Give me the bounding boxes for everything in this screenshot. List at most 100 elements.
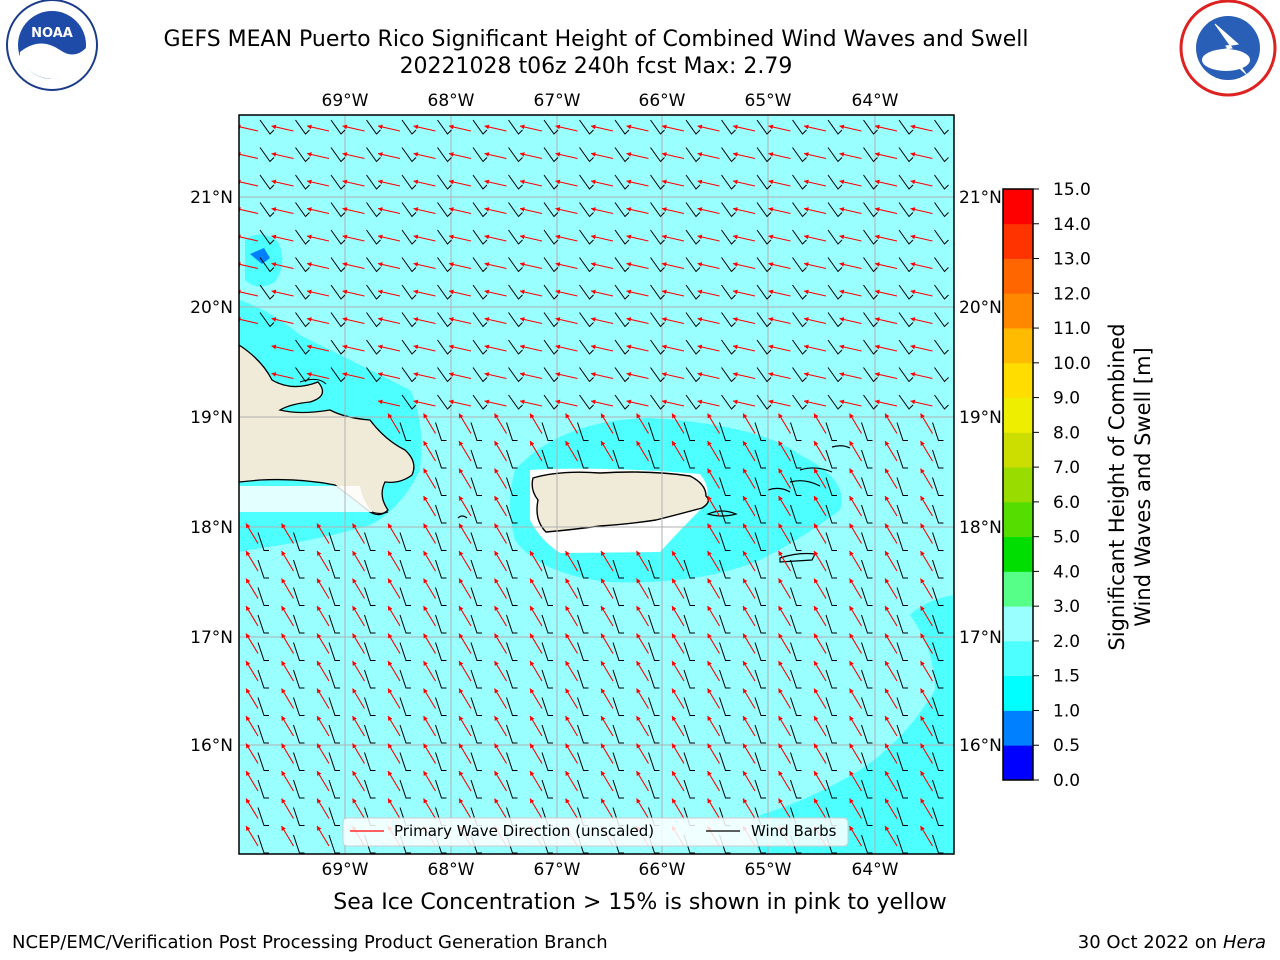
vector-glyph bbox=[494, 770, 518, 799]
vector-glyph bbox=[484, 339, 523, 355]
vector-glyph bbox=[271, 174, 310, 190]
vector-glyph bbox=[590, 147, 630, 163]
vector-glyph bbox=[910, 284, 949, 300]
colorbar-segment bbox=[1003, 189, 1033, 225]
grid-lines bbox=[239, 115, 954, 854]
vector-glyph bbox=[626, 339, 665, 355]
vector-glyph bbox=[458, 605, 482, 634]
vector-glyph bbox=[448, 367, 488, 383]
vector-glyph bbox=[281, 633, 305, 661]
vector-glyph bbox=[920, 770, 944, 799]
vector-glyph bbox=[661, 394, 701, 410]
vector-glyph bbox=[768, 119, 807, 135]
vector-glyph bbox=[732, 257, 772, 273]
vector-glyph bbox=[707, 495, 731, 524]
vector-glyph bbox=[494, 523, 518, 551]
wave-zone-southeast bbox=[755, 595, 954, 854]
vector-glyph bbox=[813, 440, 837, 469]
vector-glyph bbox=[245, 688, 269, 716]
colorbar-tick-label: 7.0 bbox=[1053, 458, 1080, 478]
vector-glyph bbox=[742, 743, 766, 771]
vector-glyph bbox=[732, 367, 772, 383]
lat-label: 18°N bbox=[959, 518, 1002, 538]
vector-glyph bbox=[697, 284, 736, 300]
vector-glyph bbox=[316, 633, 340, 661]
vector-glyph bbox=[494, 605, 518, 634]
vector-glyph bbox=[342, 147, 381, 163]
vector-glyph bbox=[707, 468, 731, 496]
vector-glyph bbox=[377, 174, 417, 190]
chart-title: GEFS MEAN Puerto Rico Significant Height… bbox=[163, 27, 1029, 52]
vector-glyph bbox=[529, 633, 553, 661]
vector-glyph bbox=[768, 312, 807, 328]
vector-glyph bbox=[306, 339, 346, 355]
vector-glyph bbox=[458, 688, 482, 716]
vector-glyph bbox=[732, 174, 772, 190]
vector-glyph bbox=[342, 312, 381, 328]
colorbar-tick-label: 8.0 bbox=[1053, 423, 1080, 443]
vector-glyph bbox=[849, 798, 873, 826]
vector-glyph bbox=[413, 367, 452, 383]
vector-glyph bbox=[565, 715, 589, 744]
vector-glyph bbox=[813, 495, 837, 524]
vector-glyph bbox=[768, 339, 807, 355]
vector-glyph bbox=[316, 578, 340, 606]
vector-glyph bbox=[306, 367, 346, 383]
vector-glyph bbox=[626, 202, 665, 218]
vector-glyph bbox=[519, 312, 559, 328]
vector-glyph bbox=[661, 284, 701, 300]
vector-glyph bbox=[768, 367, 807, 383]
vector-glyph bbox=[590, 229, 630, 245]
vector-glyph bbox=[920, 468, 944, 496]
vector-glyph bbox=[732, 394, 772, 410]
colorbar-tick-label: 6.0 bbox=[1053, 493, 1080, 513]
lat-label: 18°N bbox=[190, 518, 233, 538]
vector-glyph bbox=[245, 578, 269, 606]
lat-label: 21°N bbox=[959, 188, 1002, 208]
vector-glyph bbox=[423, 660, 447, 689]
vector-glyph bbox=[245, 550, 269, 579]
footer-date: 30 Oct 2022 on Hera bbox=[1078, 932, 1266, 953]
vector-glyph bbox=[697, 229, 736, 245]
colorbar-tick-label: 3.0 bbox=[1053, 597, 1080, 617]
vector-glyph bbox=[529, 770, 553, 799]
colorbar-segment bbox=[1003, 640, 1033, 677]
vector-glyph bbox=[778, 770, 802, 799]
vector-glyph bbox=[245, 743, 269, 771]
lat-label: 16°N bbox=[190, 736, 233, 756]
vector-glyph bbox=[884, 440, 908, 469]
vector-glyph bbox=[423, 633, 447, 661]
vector-glyph bbox=[910, 119, 949, 135]
noaa-logo: NOAA bbox=[6, 0, 98, 91]
vector-glyph bbox=[636, 770, 660, 799]
vector-glyph bbox=[626, 174, 665, 190]
vector-glyph bbox=[590, 284, 630, 300]
vector-glyph bbox=[707, 550, 731, 579]
vector-glyph bbox=[494, 688, 518, 716]
vector-glyph bbox=[245, 770, 269, 799]
vector-glyph bbox=[920, 798, 944, 826]
vector-glyph bbox=[555, 202, 594, 218]
vector-glyph bbox=[448, 147, 488, 163]
vector-glyph bbox=[742, 550, 766, 579]
vector-glyph bbox=[778, 550, 802, 579]
vector-glyph bbox=[484, 394, 523, 410]
vector-glyph bbox=[697, 257, 736, 273]
vector-glyph bbox=[413, 284, 452, 300]
vector-glyph bbox=[920, 633, 944, 661]
vector-glyph bbox=[920, 660, 944, 689]
vector-glyph bbox=[413, 312, 452, 328]
vector-glyph bbox=[778, 660, 802, 689]
vector-glyph bbox=[281, 523, 305, 551]
vector-glyph bbox=[519, 367, 559, 383]
vector-glyph bbox=[707, 770, 731, 799]
vector-glyph bbox=[636, 688, 660, 716]
vector-glyph bbox=[813, 413, 837, 441]
lat-label: 17°N bbox=[959, 628, 1002, 648]
vector-glyph bbox=[920, 440, 944, 469]
vector-glyph bbox=[732, 202, 772, 218]
vector-glyph bbox=[458, 468, 482, 496]
vector-glyph bbox=[697, 174, 736, 190]
colorbar-tick-label: 15.0 bbox=[1053, 180, 1091, 200]
vector-glyph bbox=[352, 633, 376, 661]
